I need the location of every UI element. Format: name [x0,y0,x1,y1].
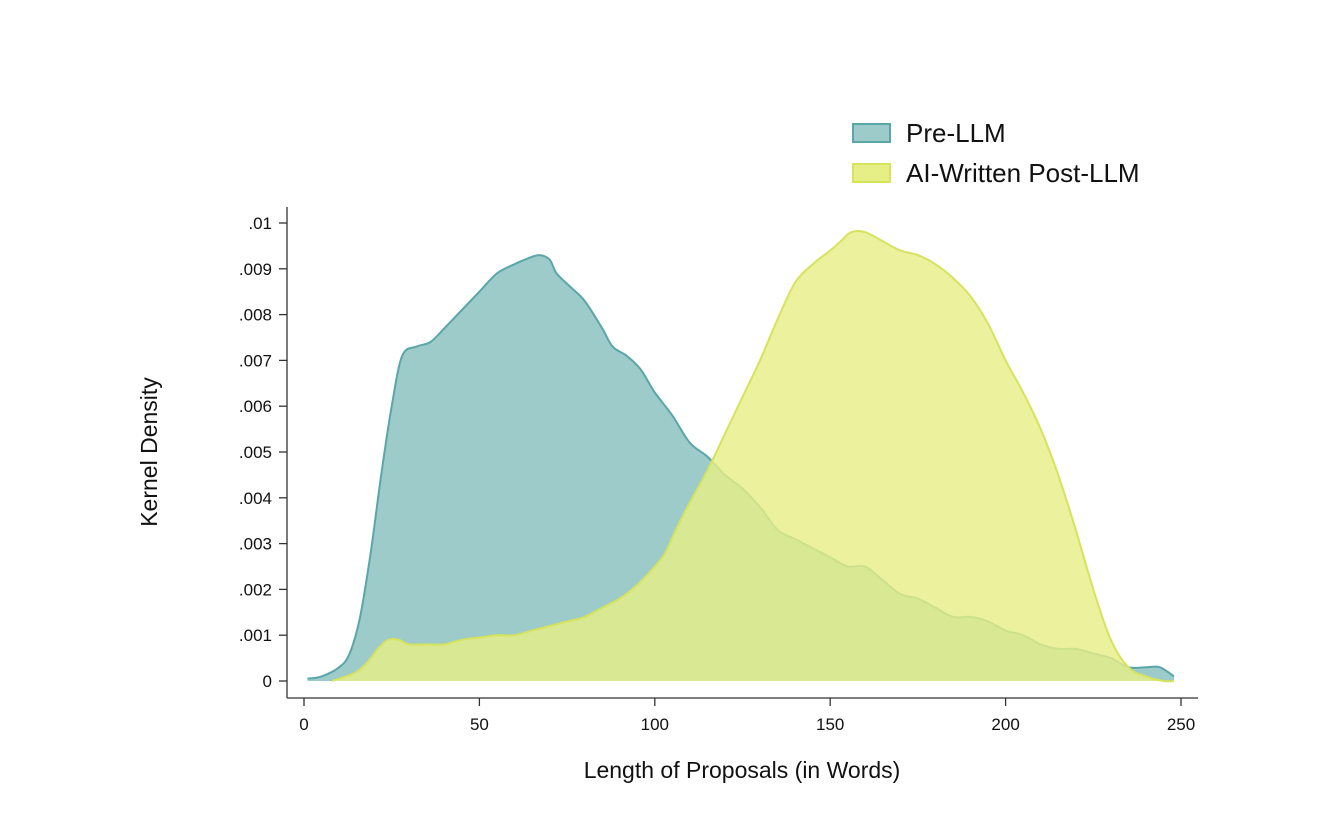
legend-label-pre-llm: Pre-LLM [906,118,1006,148]
y-tick-label: .001 [239,626,272,645]
x-tick-label: 200 [991,715,1019,734]
density-areas [307,230,1175,683]
y-tick-label: .005 [239,443,272,462]
x-tick-label: 250 [1167,715,1195,734]
x-axis-ticks: 0 50 100 150 200 250 [299,698,1195,734]
y-axis-title: Kernel Density [136,377,162,527]
y-tick-label: .009 [239,260,272,279]
y-tick-label: 0 [263,672,272,691]
legend-swatch-ai-written-post-llm [852,163,891,183]
ai-written-post-llm-line [331,230,1175,683]
x-tick-label: 50 [470,715,489,734]
legend: Pre-LLM AI-Written Post-LLM [852,118,1140,188]
y-tick-label: .006 [239,397,272,416]
legend-swatch-pre-llm [852,123,891,143]
x-tick-label: 100 [641,715,669,734]
ai-written-post-llm-area [332,231,1175,682]
x-tick-label: 0 [299,715,308,734]
y-tick-label: .007 [239,351,272,370]
y-tick-label: .008 [239,306,272,325]
pre-llm-area [307,255,1174,681]
y-tick-label: .002 [239,580,272,599]
y-tick-label: .004 [239,489,272,508]
y-tick-label: .01 [248,214,272,233]
legend-label-ai-written-post-llm: AI-Written Post-LLM [906,158,1140,188]
y-tick-label: .003 [239,535,272,554]
x-axis-title: Length of Proposals (in Words) [584,757,901,783]
x-tick-label: 150 [816,715,844,734]
y-axis-ticks: 0 .001 .002 .003 .004 .005 .006 .007 .008 .009 .01 [239,214,287,691]
